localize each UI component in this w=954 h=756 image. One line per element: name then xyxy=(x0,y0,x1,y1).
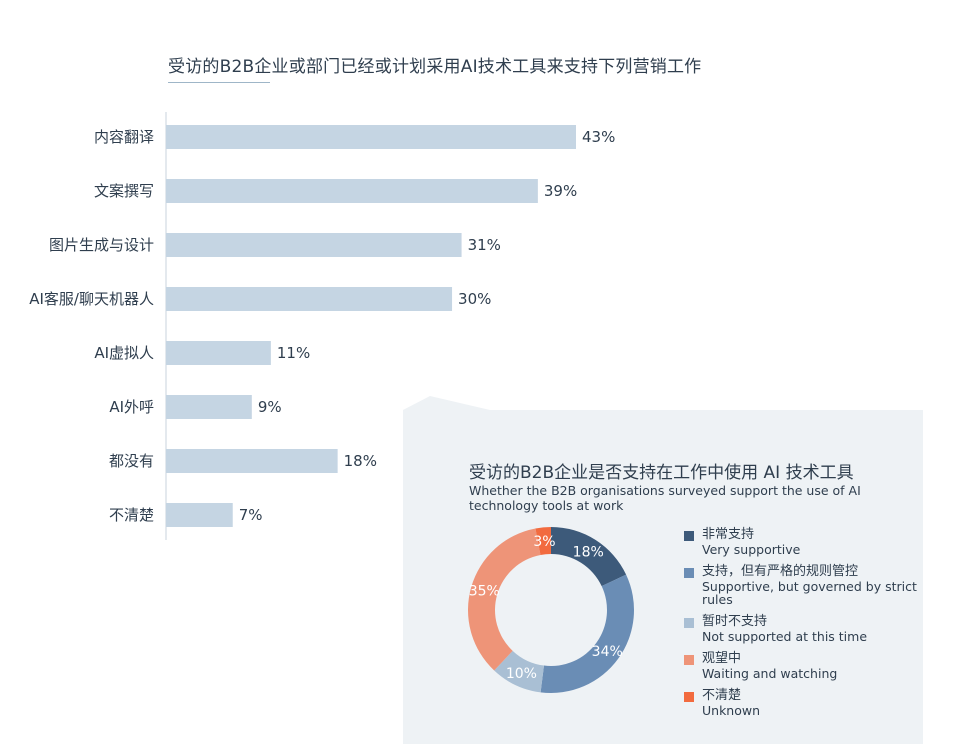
title-underline xyxy=(168,82,270,83)
slice-label: 35% xyxy=(469,584,500,600)
bar xyxy=(166,287,453,311)
category-label: AI外呼 xyxy=(109,398,154,416)
legend-label-zh: 观望中 xyxy=(702,651,742,666)
category-label: AI虚拟人 xyxy=(94,344,154,362)
value-label: 9% xyxy=(258,398,282,416)
legend-swatch xyxy=(684,531,694,541)
legend-swatch xyxy=(684,692,694,702)
value-label: 43% xyxy=(582,128,615,146)
donut-slice xyxy=(494,650,544,693)
legend-item: 观望中 Waiting and watching xyxy=(684,651,944,680)
donut-slice xyxy=(535,527,551,555)
legend-label-en: Unknown xyxy=(702,703,761,718)
value-label: 39% xyxy=(544,182,577,200)
legend-item: 非常支持 Very supportive xyxy=(684,527,944,556)
donut-chart-subtitle: Whether the B2B organisations surveyed s… xyxy=(469,483,861,513)
slice-label: 3% xyxy=(533,534,555,550)
category-label: AI客服/聊天机器人 xyxy=(29,290,154,308)
slice-label: 10% xyxy=(506,666,537,682)
donut-legend: 非常支持 Very supportive 支持，但有严格的规则管控 Supportiv… xyxy=(684,527,944,725)
category-label: 图片生成与设计 xyxy=(49,236,154,254)
bar xyxy=(166,503,233,527)
bar-chart-title: 受访的B2B企业或部门已经或计划采用AI技术工具来支持下列营销工作 xyxy=(168,57,702,77)
donut-slice xyxy=(540,574,634,693)
bar xyxy=(166,125,576,149)
legend-label-en: Waiting and watching xyxy=(702,666,838,681)
slice-label: 34% xyxy=(592,644,623,660)
slice-label: 18% xyxy=(573,544,604,560)
legend-item: 不清楚 Unknown xyxy=(684,688,944,717)
legend-item: 暂时不支持 Not supported at this time xyxy=(684,614,944,643)
value-label: 7% xyxy=(239,506,263,524)
legend-label-zh: 非常支持 xyxy=(702,527,755,542)
legend-label-zh: 暂时不支持 xyxy=(702,614,768,629)
legend-swatch xyxy=(684,655,694,665)
bar xyxy=(166,449,338,473)
value-label: 30% xyxy=(458,290,491,308)
category-label: 内容翻译 xyxy=(94,128,154,146)
donut-chart-title: 受访的B2B企业是否支持在工作中使用 AI 技术工具 xyxy=(469,463,854,483)
legend-label-zh: 支持，但有严格的规则管控 xyxy=(702,564,859,579)
legend-item: 支持，但有严格的规则管控 Supportive, but governed by … xyxy=(684,564,944,606)
category-label: 都没有 xyxy=(109,452,154,470)
bar xyxy=(166,179,538,203)
bar xyxy=(166,341,271,365)
bar xyxy=(166,395,252,419)
donut-slice xyxy=(468,528,541,671)
category-label: 文案撰写 xyxy=(94,182,154,200)
value-label: 18% xyxy=(344,452,377,470)
legend-swatch xyxy=(684,618,694,628)
value-label: 11% xyxy=(277,344,310,362)
legend-label-zh: 不清楚 xyxy=(702,688,742,703)
legend-label-en: Not supported at this time xyxy=(702,629,868,644)
donut-slice xyxy=(551,527,627,587)
category-label: 不清楚 xyxy=(109,506,154,524)
bar xyxy=(166,233,462,257)
donut-chart: 18% 34% 10% 35% 3% xyxy=(468,527,634,693)
value-label: 31% xyxy=(468,236,501,254)
legend-swatch xyxy=(684,568,694,578)
legend-label-en: Supportive, but governed by strict rules xyxy=(702,579,917,607)
legend-label-en: Very supportive xyxy=(702,542,801,557)
